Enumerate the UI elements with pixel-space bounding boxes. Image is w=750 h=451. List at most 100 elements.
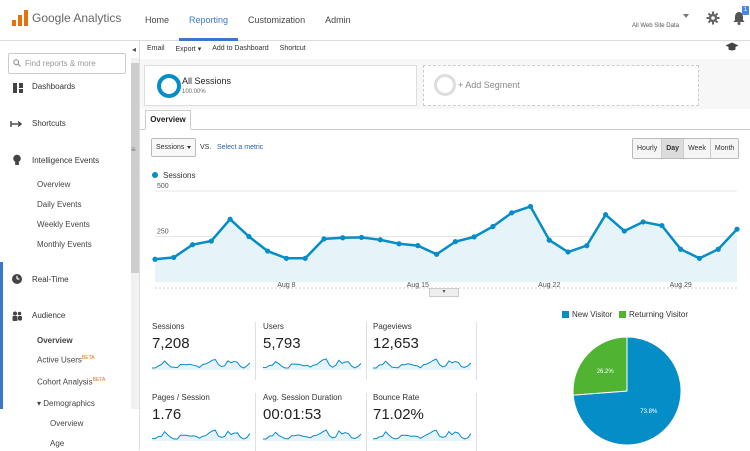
- gear-icon[interactable]: [706, 11, 720, 25]
- account-selector[interactable]: All Web Site Data: [632, 23, 679, 29]
- data-point[interactable]: [696, 255, 703, 261]
- data-point[interactable]: [509, 210, 515, 216]
- data-point[interactable]: [208, 238, 214, 244]
- add-to-dashboard-button[interactable]: Add to Dashboard: [212, 45, 269, 52]
- legend-swatch: [562, 311, 569, 318]
- metric-tile-pages-per-session[interactable]: Pages / Session 1.76: [152, 393, 256, 451]
- pie-slice-label: 73.8%: [640, 409, 658, 415]
- data-point[interactable]: [621, 228, 627, 234]
- data-point[interactable]: [640, 219, 646, 225]
- sidebar-item-cohort-analysis[interactable]: Cohort AnalysisBETA: [37, 377, 105, 387]
- sparkline: [373, 429, 471, 441]
- pie-slice[interactable]: [572, 336, 628, 396]
- data-point[interactable]: [415, 243, 421, 249]
- google-analytics-logo[interactable]: Google Analytics: [12, 10, 121, 26]
- data-point[interactable]: [358, 234, 365, 241]
- data-point[interactable]: [659, 222, 665, 229]
- metric-select[interactable]: Sessions: [151, 138, 196, 157]
- metric-label: Avg. Session Duration: [263, 393, 343, 402]
- sidebar-scrollbar-thumb[interactable]: [131, 63, 139, 273]
- sidebar-item-age[interactable]: Age: [50, 439, 65, 448]
- data-point[interactable]: [678, 246, 684, 252]
- select-metric-link[interactable]: Select a metric: [217, 144, 264, 151]
- sidebar-item-shortcuts[interactable]: Shortcuts: [32, 119, 66, 128]
- sidebar-item-intelligence-events[interactable]: Intelligence Events: [32, 156, 100, 165]
- granularity-toggle: Hourly Day Week Month: [632, 138, 740, 159]
- sidebar-item-audience-overview[interactable]: Overview: [37, 336, 73, 345]
- sparkline-area: [263, 359, 361, 370]
- data-point[interactable]: [471, 234, 477, 240]
- graduation-cap-icon[interactable]: [725, 42, 739, 52]
- chart-expand-handle[interactable]: ▾: [429, 288, 459, 297]
- granularity-week[interactable]: Week: [683, 139, 710, 158]
- data-point[interactable]: [715, 246, 721, 252]
- segment-all-sessions[interactable]: All Sessions 100.00%: [144, 65, 417, 106]
- metric-tile-sessions[interactable]: Sessions 7,208: [152, 322, 256, 380]
- data-point[interactable]: [734, 226, 740, 232]
- metric-value: 1.76: [152, 406, 182, 423]
- sidebar: Find reports & more: [0, 41, 140, 450]
- nav-admin[interactable]: Admin: [325, 15, 351, 25]
- data-point[interactable]: [602, 212, 609, 218]
- email-button[interactable]: Email: [147, 45, 165, 52]
- granularity-month[interactable]: Month: [709, 139, 739, 158]
- beta-badge: BETA: [92, 377, 106, 383]
- data-point[interactable]: [321, 236, 327, 242]
- sparkline-line: [152, 358, 250, 369]
- sidebar-item-demographics[interactable]: ▾ Demographics: [37, 399, 95, 408]
- visitor-type-pie-chart[interactable]: 73.8% 26.2%: [571, 330, 683, 450]
- metric-tile-bounce-rate[interactable]: Bounce Rate 71.02%: [373, 393, 477, 451]
- tab-divider: [140, 129, 750, 130]
- data-point[interactable]: [152, 256, 158, 262]
- metric-tile-pageviews[interactable]: Pageviews 12,653: [373, 322, 477, 380]
- sessions-line-chart[interactable]: 250 500 Aug 8 Aug 15 Aug 22 Aug 29: [140, 182, 750, 290]
- collapse-sidebar-icon[interactable]: ◂: [132, 45, 137, 54]
- export-button[interactable]: Export ▾: [175, 46, 202, 53]
- sessions-legend-label: Sessions: [163, 171, 196, 180]
- granularity-hourly[interactable]: Hourly: [633, 139, 662, 158]
- data-point[interactable]: [546, 237, 552, 243]
- add-segment-button[interactable]: + Add Segment: [423, 65, 699, 106]
- sidebar-item-intel-overview[interactable]: Overview: [37, 180, 71, 189]
- sparkline-line: [373, 429, 471, 440]
- sidebar-item-active-users[interactable]: Active UsersBETA: [37, 355, 95, 365]
- data-point[interactable]: [265, 248, 271, 254]
- metric-tile-avg-session-duration[interactable]: Avg. Session Duration 00:01:53: [263, 393, 367, 451]
- data-point[interactable]: [189, 242, 196, 248]
- sidebar-item-weekly-events[interactable]: Weekly Events: [37, 220, 90, 229]
- bell-icon[interactable]: [732, 11, 746, 25]
- sidebar-resize-grip[interactable]: ≡: [131, 145, 136, 154]
- nav-customization[interactable]: Customization: [248, 15, 306, 25]
- data-point[interactable]: [246, 233, 252, 240]
- sidebar-item-daily-events[interactable]: Daily Events: [37, 200, 82, 209]
- data-point[interactable]: [527, 203, 534, 210]
- granularity-day[interactable]: Day: [661, 139, 684, 158]
- sparkline-line: [152, 429, 250, 440]
- sidebar-item-monthly-events[interactable]: Monthly Events: [37, 240, 92, 249]
- data-point[interactable]: [171, 254, 177, 261]
- sidebar-item-audience[interactable]: Audience: [32, 311, 66, 320]
- data-point[interactable]: [302, 255, 308, 261]
- account-dropdown-caret[interactable]: [683, 14, 689, 18]
- data-point[interactable]: [490, 223, 496, 230]
- data-point[interactable]: [377, 237, 383, 243]
- data-point[interactable]: [452, 238, 458, 245]
- sparkline: [373, 358, 471, 370]
- data-point[interactable]: [283, 255, 290, 261]
- data-point[interactable]: [434, 251, 440, 257]
- sidebar-item-demographics-overview[interactable]: Overview: [50, 419, 84, 428]
- sidebar-item-dashboards[interactable]: Dashboards: [32, 82, 76, 91]
- data-point[interactable]: [227, 216, 233, 222]
- sidebar-item-real-time[interactable]: Real-Time: [32, 275, 69, 284]
- shortcut-button[interactable]: Shortcut: [279, 45, 306, 52]
- data-point[interactable]: [396, 241, 402, 247]
- nav-reporting[interactable]: Reporting: [179, 0, 239, 41]
- metric-tile-users[interactable]: Users 5,793: [263, 322, 367, 380]
- nav-home[interactable]: Home: [145, 15, 170, 25]
- data-point[interactable]: [565, 249, 571, 255]
- data-point[interactable]: [340, 235, 346, 241]
- sidebar-search-input[interactable]: Find reports & more: [8, 53, 126, 74]
- data-point[interactable]: [584, 243, 590, 249]
- tab-overview[interactable]: Overview: [145, 110, 191, 130]
- beta-badge: BETA: [81, 355, 95, 361]
